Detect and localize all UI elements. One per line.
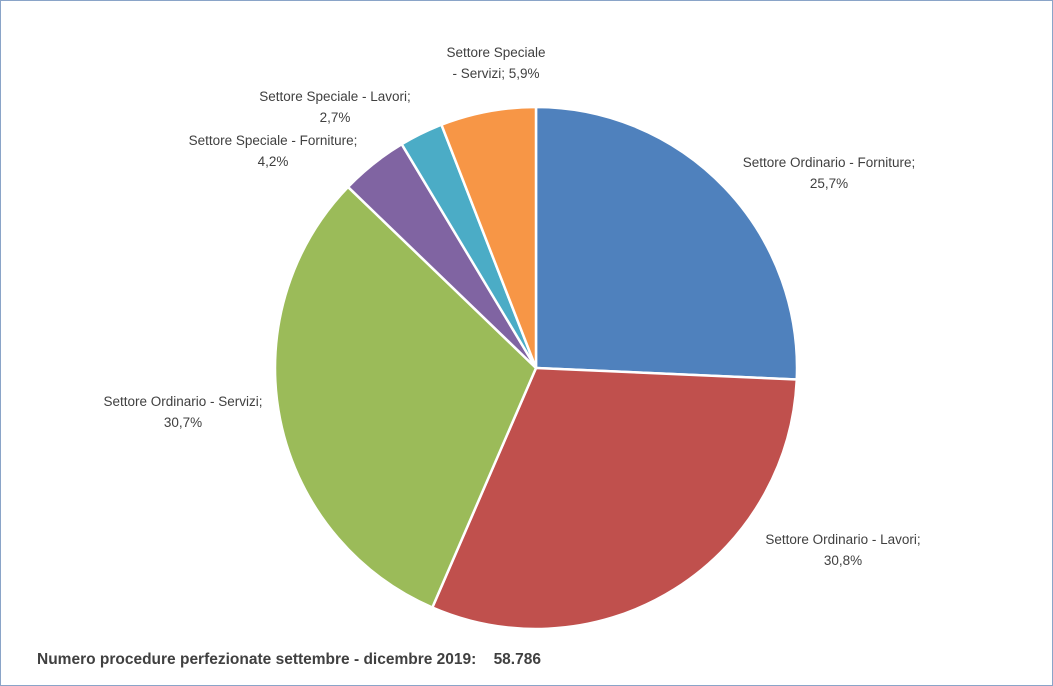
total-procedures-note: Numero procedure perfezionate settembre … <box>37 651 541 669</box>
slice-data-label: Settore Speciale - Servizi; 5,9% <box>446 45 545 81</box>
pie-slice <box>536 107 797 379</box>
slice-data-label: Settore Ordinario - Lavori; 30,8% <box>765 532 920 568</box>
total-procedures-label: Numero procedure perfezionate settembre … <box>37 651 476 668</box>
slices-layer <box>275 107 797 629</box>
slice-data-label: Settore Speciale - Forniture; 4,2% <box>189 133 358 169</box>
total-procedures-value: 58.786 <box>494 651 541 668</box>
slice-data-label: Settore Ordinario - Forniture; 25,7% <box>743 155 916 191</box>
slice-data-label: Settore Ordinario - Servizi; 30,7% <box>103 394 262 430</box>
slice-data-label: Settore Speciale - Lavori; 2,7% <box>259 89 411 125</box>
